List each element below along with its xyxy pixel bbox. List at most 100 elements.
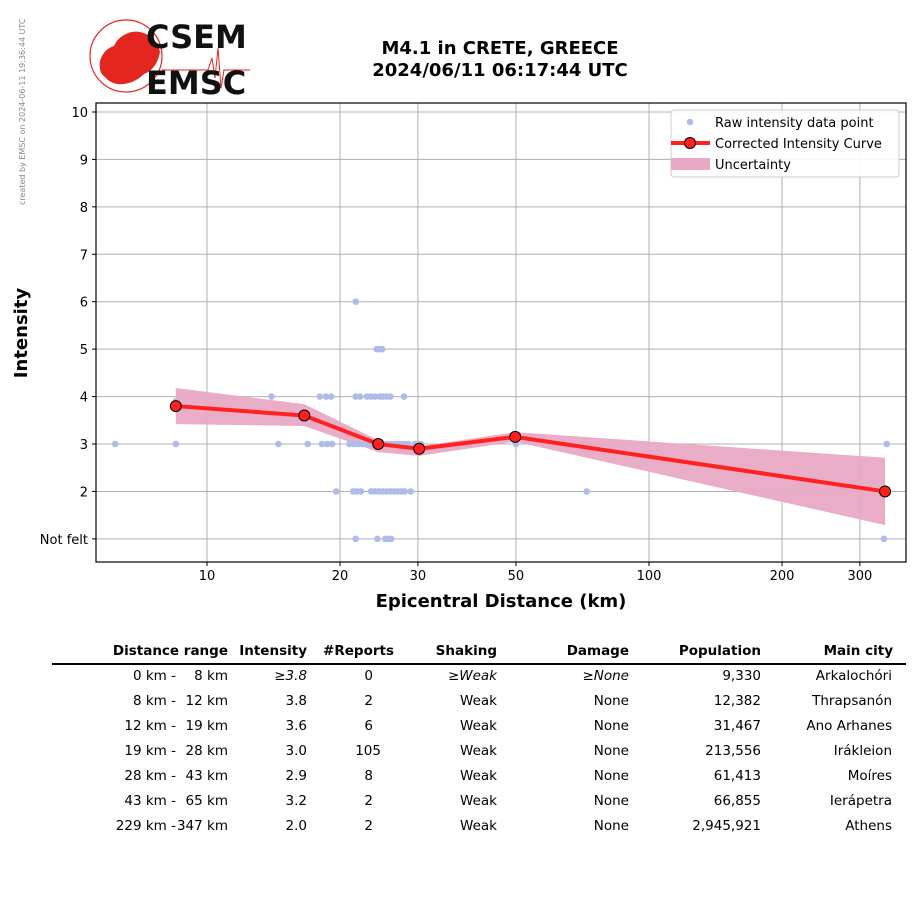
raw-data-point: [172, 440, 180, 448]
cell-shaking: Weak: [460, 793, 497, 809]
cell-city: Thrapsanón: [812, 693, 892, 709]
cell-to: 8 km: [194, 668, 228, 684]
cell-population: 12,382: [713, 693, 761, 709]
cell-from: 19 km -: [124, 743, 176, 759]
raw-data-point: [111, 440, 119, 448]
raw-data-point: [275, 440, 282, 448]
cell-from: 8 km -: [132, 693, 176, 709]
raw-data-point: [400, 393, 408, 400]
cell-city: Moíres: [847, 768, 892, 784]
raw-data-point: [401, 488, 408, 495]
curve-marker: [372, 438, 385, 451]
cell-from: 12 km -: [124, 718, 176, 734]
x-tick-label: 20: [332, 569, 349, 584]
y-tick-label: 2: [80, 485, 88, 500]
raw-data-point: [352, 298, 360, 306]
chart-title: M4.1 in CRETE, GREECE 2024/06/11 06:17:4…: [300, 38, 700, 82]
emsc-logo: CSEM EMSC: [89, 18, 250, 98]
legend-label: Corrected Intensity Curve: [715, 137, 882, 152]
raw-data-point: [371, 393, 379, 400]
legend-label: Uncertainty: [715, 158, 791, 173]
cell-city: Arkalochóri: [815, 668, 892, 684]
raw-data-point: [323, 440, 331, 448]
x-tick-label: 300: [847, 569, 872, 584]
table-header-cell: Main city: [823, 643, 893, 659]
cell-population: 61,413: [713, 768, 761, 784]
raw-data-point: [268, 393, 275, 400]
cell-shaking: Weak: [460, 818, 497, 834]
cell-to: 28 km: [185, 743, 228, 759]
cell-damage: ≥None: [582, 668, 629, 684]
cell-damage: None: [593, 743, 629, 759]
raw-data-point: [357, 488, 365, 495]
table-header-cell: #Reports: [323, 643, 394, 659]
curve-marker: [413, 442, 426, 455]
raw-data-point: [583, 488, 591, 495]
cell-population: 9,330: [722, 668, 761, 684]
x-tick-label: 50: [508, 569, 525, 584]
x-tick-label: 10: [199, 569, 216, 584]
cell-reports: 2: [364, 693, 373, 709]
logo-text-bottom: EMSC: [146, 64, 246, 98]
raw-data-point: [880, 535, 888, 543]
cell-city: Athens: [845, 818, 892, 834]
cell-damage: None: [593, 693, 629, 709]
y-tick-label: 6: [80, 296, 88, 311]
raw-data-point: [387, 535, 395, 543]
y-tick-label: 3: [80, 438, 88, 453]
x-tick-label: 200: [770, 569, 795, 584]
raw-data-point: [407, 488, 415, 495]
title-line-1: M4.1 in CRETE, GREECE: [381, 38, 619, 59]
cell-shaking: Weak: [460, 768, 497, 784]
legend-raw-marker: [686, 118, 694, 126]
cell-from: 229 km -: [115, 818, 176, 834]
cell-from: 43 km -: [124, 793, 176, 809]
raw-data-point: [328, 440, 336, 448]
cell-shaking: ≥Weak: [447, 668, 497, 684]
intensity-chart: 10 20 30 50 100 200 300 Not felt 2 3 4 5 6 7 8 9 10 Epice…: [11, 102, 907, 612]
raw-data-point: [883, 440, 891, 448]
cell-shaking: Weak: [460, 693, 497, 709]
raw-data-point: [327, 393, 335, 400]
cell-intensity: 3.2: [285, 793, 307, 809]
logo-text-top: CSEM: [146, 18, 247, 56]
cell-city: Ierápetra: [829, 793, 892, 809]
cell-population: 31,467: [713, 718, 761, 734]
y-tick-label: 10: [71, 106, 88, 121]
curve-marker: [169, 400, 182, 413]
raw-data-point: [316, 393, 324, 400]
cell-damage: None: [593, 718, 629, 734]
cell-intensity: 3.0: [285, 743, 307, 759]
cell-intensity: 2.0: [285, 818, 307, 834]
cell-population: 213,556: [705, 743, 761, 759]
cell-reports: 2: [364, 818, 373, 834]
table-header-cell: Damage: [566, 643, 629, 659]
y-tick-label: 9: [80, 153, 88, 168]
raw-data-point: [346, 440, 353, 448]
legend-band-swatch: [671, 158, 710, 170]
cell-city: Irákleion: [833, 743, 892, 759]
curve-marker: [509, 430, 522, 443]
raw-data-point: [318, 440, 326, 448]
table-header-cell: Intensity: [239, 643, 307, 659]
raw-data-point: [304, 440, 312, 448]
cell-intensity: 3.8: [285, 693, 307, 709]
x-tick-label: 100: [637, 569, 662, 584]
corrected-curve-line: [175, 404, 886, 494]
legend-label: Raw intensity data point: [715, 116, 874, 131]
legend-curve-marker: [684, 137, 696, 149]
cell-shaking: Weak: [460, 743, 497, 759]
raw-data-point: [356, 393, 364, 400]
cell-from: 28 km -: [124, 768, 176, 784]
cell-from: 0 km -: [132, 668, 176, 684]
cell-shaking: Weak: [460, 718, 497, 734]
raw-data-point: [374, 535, 381, 543]
y-tick-label: 5: [80, 343, 88, 358]
raw-data-point: [352, 535, 360, 543]
raw-data-point: [387, 393, 394, 400]
y-tick-label: 4: [80, 391, 88, 406]
cell-reports: 105: [355, 743, 381, 759]
cell-damage: None: [593, 768, 629, 784]
y-tick-label: 8: [80, 201, 88, 216]
cell-reports: 2: [364, 793, 373, 809]
